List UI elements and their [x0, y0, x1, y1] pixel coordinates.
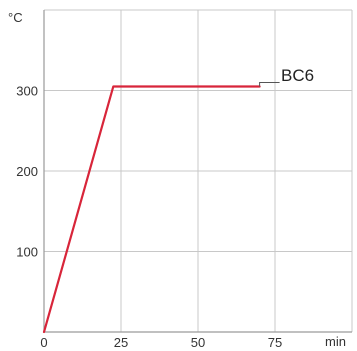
series-label-bc6: BC6	[281, 66, 314, 85]
y-tick-label: 100	[16, 245, 38, 260]
series-layer	[42, 81, 280, 334]
x-tick-label: 0	[40, 335, 47, 350]
x-tick-label: 50	[191, 335, 205, 350]
x-tick-label: 75	[268, 335, 282, 350]
x-tick-label: 25	[114, 335, 128, 350]
label-layer: °C min BC6	[8, 10, 346, 349]
y-tick-label: 300	[16, 84, 38, 99]
y-tick-label: 200	[16, 164, 38, 179]
y-axis-unit-label: °C	[8, 10, 23, 25]
axis-layer: 0 25 50 75 100 200 300	[16, 10, 352, 350]
series-line-bc6	[42, 85, 261, 334]
x-axis-unit-label: min	[325, 334, 346, 349]
series-label-leader	[259, 81, 280, 87]
grid-layer	[44, 9, 353, 332]
